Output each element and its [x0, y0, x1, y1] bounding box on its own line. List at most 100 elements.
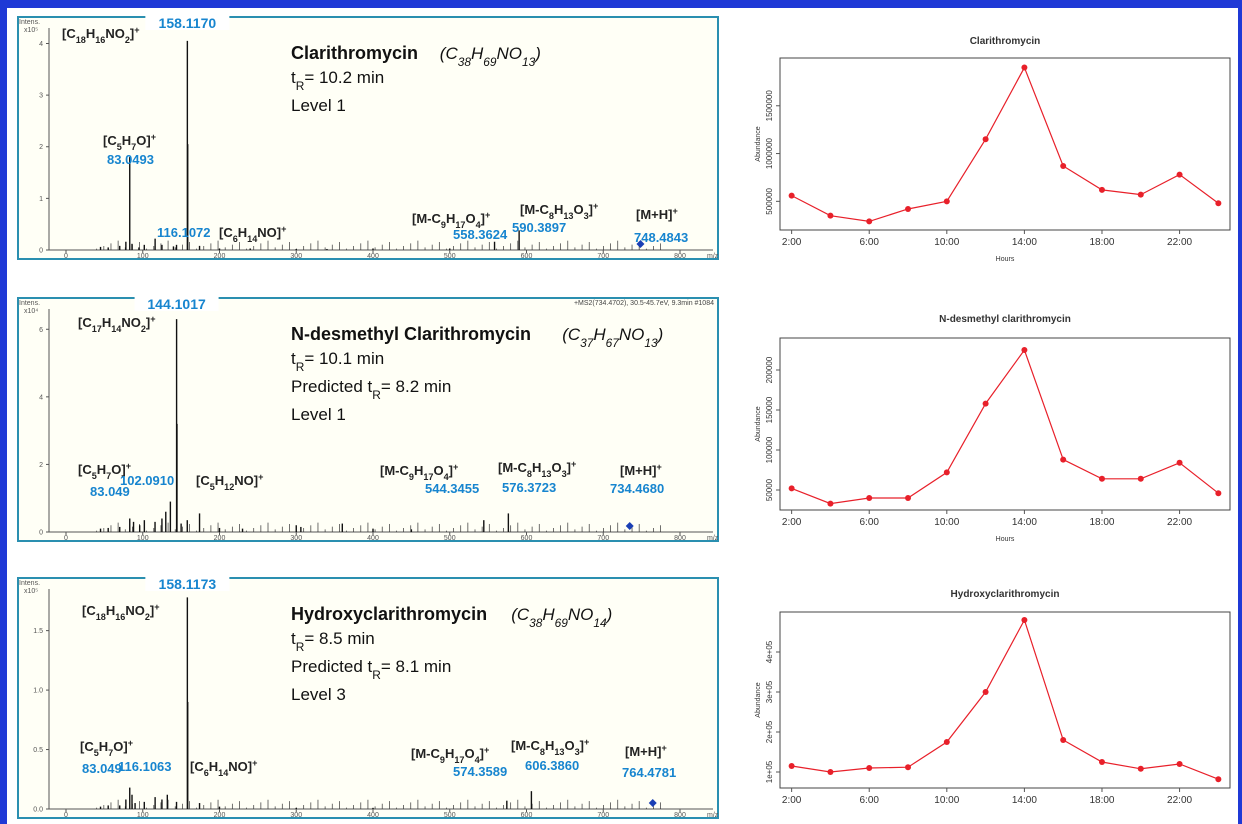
spectrum-background — [18, 17, 718, 259]
confidence-level: Level 1 — [291, 405, 346, 424]
trend-point — [1137, 765, 1144, 772]
trend-xtick-label: 14:00 — [1012, 517, 1037, 528]
fragment-mz-mid: 116.1063 — [118, 759, 172, 774]
spectrum-ytick-label: 6 — [39, 327, 43, 334]
spectrum-panel-3: Intens.x10⁵ 1.5 1.0 0.5 0.0 0 100 200 300 400 500 6… — [17, 575, 719, 819]
trend-xtick-label: 2:00 — [782, 237, 802, 248]
trend-xtick-label: 22:00 — [1167, 517, 1192, 528]
trend-point — [943, 739, 950, 745]
fragment-mz-mh: 748.4843 — [634, 230, 688, 245]
trend-plot-frame — [779, 57, 1231, 231]
fragment-mz-loss-c9: 544.3455 — [425, 481, 479, 496]
trend-xtick-label: 6:00 — [859, 795, 879, 806]
trend-y-axis-label: Abundance — [755, 126, 762, 162]
spectrum-xtick-label: 200 — [214, 253, 226, 260]
trend-point — [788, 763, 795, 769]
spectrum-xtick-label: 500 — [444, 812, 456, 819]
trend-point — [1176, 459, 1183, 466]
compound-name: Hydroxyclarithromycin — [291, 604, 487, 624]
intensity-label: Intens. — [19, 19, 40, 26]
spectrum-ytick-label: 0 — [39, 248, 43, 255]
spectrum-xtick-label: 700 — [597, 253, 609, 260]
fragment-label-c5h7o: [C5H7O]+ — [103, 132, 156, 152]
trend-title: Clarithromycin — [970, 36, 1041, 47]
spectrum-xtick-label: 500 — [444, 535, 456, 542]
intensity-scale: x10⁵ — [24, 588, 38, 595]
trend-point — [1098, 475, 1105, 482]
trend-point — [827, 500, 834, 507]
spectrum-xtick-label: 600 — [521, 812, 533, 819]
trend-xtick-label: 6:00 — [859, 237, 879, 248]
fragment-mz-c5h7o: 83.049 — [82, 761, 122, 776]
trend-point — [1021, 347, 1028, 353]
spectrum-xtick-label: 500 — [444, 253, 456, 260]
trend-point — [943, 198, 950, 205]
trend-point — [1021, 617, 1028, 623]
spectrum-ytick-label: 1.5 — [33, 628, 43, 635]
mz-axis-label: m/z — [707, 535, 719, 542]
fragment-label-loss-c8: [M-C8H13O3]+ — [498, 459, 576, 479]
trend-chart-3: Hydroxyclarithromycin 1e+05 2e+05 3e+05 4e+0… — [755, 589, 1231, 806]
predicted-retention-time: Predicted tR= 8.2 min — [291, 377, 451, 402]
frame-left-bar — [0, 0, 7, 824]
precursor-marker — [625, 522, 634, 530]
spectrum-ytick-label: 2 — [39, 144, 43, 151]
trend-point — [905, 495, 912, 501]
acquisition-info: +MS2(734.4702), 30.5-45.7eV, 9.3min #108… — [574, 300, 714, 307]
trend-plot-frame — [779, 611, 1231, 789]
trend-point — [943, 469, 950, 476]
top-peak-label-bg — [134, 295, 219, 311]
spectrum-xtick-label: 800 — [674, 812, 686, 819]
trend-plot-frame — [779, 337, 1231, 511]
spectrum-xtick-label: 0 — [64, 535, 68, 542]
trend-point — [788, 485, 795, 492]
top-peak-label: 144.1017 — [147, 296, 206, 312]
trend-y-axis-label: Abundance — [755, 406, 762, 442]
retention-time: tR= 8.5 min — [291, 629, 375, 654]
trend-xtick-label: 14:00 — [1012, 237, 1037, 248]
trend-line — [791, 66, 1219, 223]
trend-point — [1060, 737, 1067, 743]
frame-top-bar — [0, 0, 1242, 8]
spectrum-xtick-label: 200 — [214, 812, 226, 819]
spectrum-xtick-label: 100 — [137, 253, 149, 260]
spectrum-xtick-label: 200 — [214, 535, 226, 542]
trend-y-axis-label: Abundance — [755, 682, 762, 718]
fragment-label-loss-c8: [M-C8H13O3]+ — [520, 201, 598, 221]
trend-xtick-label: 18:00 — [1089, 517, 1114, 528]
trend-xtick-label: 10:00 — [934, 795, 959, 806]
spectrum-xtick-label: 100 — [137, 535, 149, 542]
top-peak-label-bg — [145, 575, 230, 591]
compound-name: Clarithromycin — [291, 43, 418, 63]
trend-point — [866, 495, 873, 501]
spectrum-border — [17, 16, 719, 260]
fragment-label-loss-c9: [M-C9H17O4]+ — [380, 462, 458, 482]
trend-point — [788, 192, 795, 199]
trend-xtick-label: 18:00 — [1089, 795, 1114, 806]
fragment-label-mh: [M+H]+ — [636, 206, 678, 222]
fragment-label-mid: [C5H12NO]+ — [196, 472, 263, 492]
trend-xtick-label: 6:00 — [859, 517, 879, 528]
fragment-mz-mh: 764.4781 — [622, 765, 676, 780]
trend-point — [1137, 475, 1144, 482]
fragment-label-top: [C18H16NO2]+ — [62, 25, 140, 45]
trend-xtick-label: 10:00 — [934, 517, 959, 528]
spectrum-xtick-label: 800 — [674, 535, 686, 542]
spectrum-ytick-label: 1.0 — [33, 688, 43, 695]
confidence-level: Level 1 — [291, 96, 346, 115]
fragment-mz-c5h7o: 83.0493 — [107, 152, 154, 167]
spectrum-background — [18, 578, 718, 818]
spectrum-ytick-label: 4 — [39, 394, 43, 401]
trend-xtick-label: 14:00 — [1012, 795, 1037, 806]
trend-point — [1215, 776, 1222, 783]
precursor-marker — [636, 240, 645, 248]
spectrum-xtick-label: 400 — [367, 253, 379, 260]
trend-ytick-label: 50000 — [765, 478, 774, 501]
trend-ytick-label: 200000 — [765, 356, 774, 383]
fragment-label-loss-c9: [M-C9H17O4]+ — [412, 210, 490, 230]
fragment-mz-loss-c8: 590.3897 — [512, 220, 566, 235]
trend-point — [905, 205, 912, 212]
